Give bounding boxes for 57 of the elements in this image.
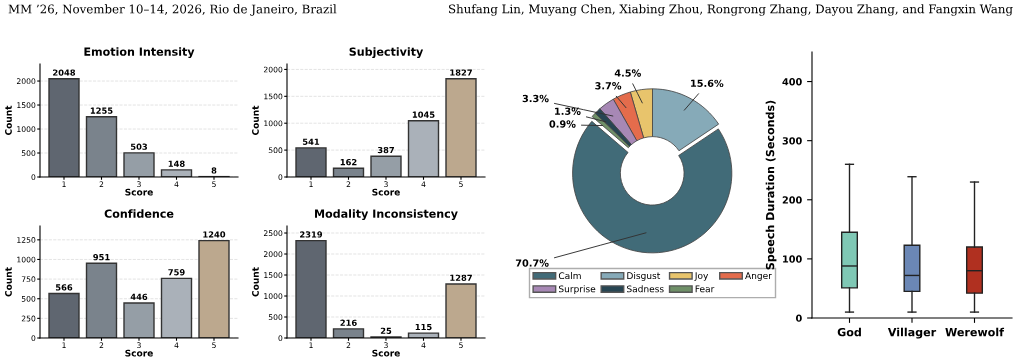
- data-label: 1240: [203, 231, 226, 238]
- y-tick-label: 200: [782, 196, 802, 204]
- data-label: 70.7%: [515, 259, 549, 267]
- data-label: 566: [55, 284, 73, 291]
- data-label: 3.3%: [522, 94, 549, 103]
- data-label: 446: [130, 293, 148, 300]
- y-tick-label: 0: [795, 314, 802, 322]
- data-label: 4.5%: [614, 69, 641, 77]
- x-tick-label: Villager: [887, 327, 937, 339]
- chart-title: Confidence: [104, 209, 174, 218]
- chart-title: Emotion Intensity: [84, 47, 195, 59]
- legend-label: Disgust: [627, 272, 661, 281]
- text: MM ’26, November 10–14, 2026, Rio de Janeiro, Brazil: [8, 4, 337, 16]
- y-tick-label: 100: [783, 255, 802, 263]
- data-label: 1045: [412, 111, 435, 118]
- data-label: 759: [168, 269, 185, 276]
- y-tick-label: 300: [782, 137, 802, 145]
- y-axis-title: Count: [252, 105, 259, 136]
- y-axis-title: Count: [5, 267, 12, 297]
- data-label: 1827: [450, 69, 472, 76]
- chart-title: Modality Inconsistency: [315, 209, 458, 221]
- legend-label: Calm: [558, 272, 581, 280]
- x-axis-title: Score: [125, 349, 153, 357]
- data-label: 503: [130, 143, 148, 150]
- data-label: 1255: [90, 107, 113, 114]
- data-label: 162: [340, 158, 357, 166]
- data-label: 1.3%: [555, 107, 581, 115]
- y-tick-label: 400: [782, 78, 802, 86]
- x-axis-title: Score: [125, 188, 153, 196]
- data-label: 25: [380, 327, 392, 334]
- legend-label: Joy: [694, 272, 709, 281]
- y-axis-title: Count: [5, 105, 12, 136]
- chart-title: Subjectivity: [349, 47, 424, 59]
- data-label: 2319: [300, 231, 323, 238]
- data-label: 148: [168, 160, 185, 167]
- data-label: 3.7%: [595, 82, 622, 90]
- data-label: 115: [415, 323, 432, 331]
- y-axis-title: Count: [252, 267, 259, 297]
- data-label: 8: [211, 167, 217, 174]
- x-axis-title: Score: [372, 349, 400, 357]
- legend-label: Anger: [745, 272, 772, 281]
- legend-label: Sadness: [627, 285, 664, 293]
- data-label: 0.9%: [549, 120, 576, 128]
- data-label: 1287: [450, 274, 472, 281]
- data-label: 951: [93, 254, 110, 261]
- data-label: 2048: [53, 69, 76, 76]
- data-label: 216: [340, 319, 357, 326]
- data-label: 387: [377, 146, 395, 154]
- text: Shufang Lin, Muyang Chen, Xiabing Zhou, Rongrong Zhang, Dayou Zhang, and Fangxin Wang: [449, 4, 1013, 16]
- x-axis-title: Score: [372, 188, 400, 196]
- data-label: 15.6%: [691, 79, 724, 87]
- legend-label: Surprise: [558, 285, 596, 295]
- data-label: 541: [302, 138, 320, 145]
- y-axis-title: Speech Duration (Seconds): [765, 100, 777, 270]
- x-tick-label: God: [837, 327, 861, 337]
- x-tick-label: Werewolf: [945, 327, 1005, 337]
- legend-label: Fear: [695, 285, 715, 293]
